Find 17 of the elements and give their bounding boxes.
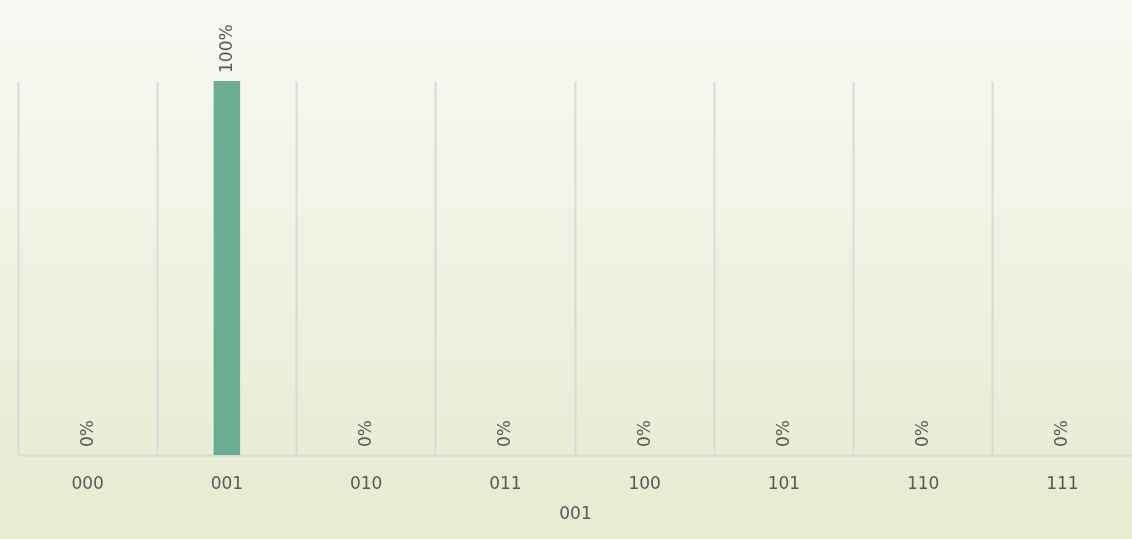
x-tick-label: 101 <box>767 472 801 493</box>
x-tick-label: 111 <box>1046 472 1079 493</box>
data-label: 0% <box>633 420 654 447</box>
data-label: 0% <box>1051 420 1072 447</box>
x-axis-title: 001 <box>559 502 592 523</box>
data-label: 0% <box>494 420 515 447</box>
data-label: 0% <box>355 420 376 447</box>
data-label: 0% <box>912 420 933 447</box>
x-tick-label: 000 <box>71 472 104 493</box>
x-tick-label: 010 <box>349 472 383 493</box>
data-label: 0% <box>76 420 97 447</box>
x-tick-label: 110 <box>906 472 940 493</box>
data-label: 100% <box>215 24 236 73</box>
data-label: 0% <box>772 420 793 447</box>
x-tick-label: 100 <box>628 472 661 493</box>
x-tick-label: 011 <box>489 472 522 493</box>
x-tick-label: 001 <box>210 472 244 493</box>
